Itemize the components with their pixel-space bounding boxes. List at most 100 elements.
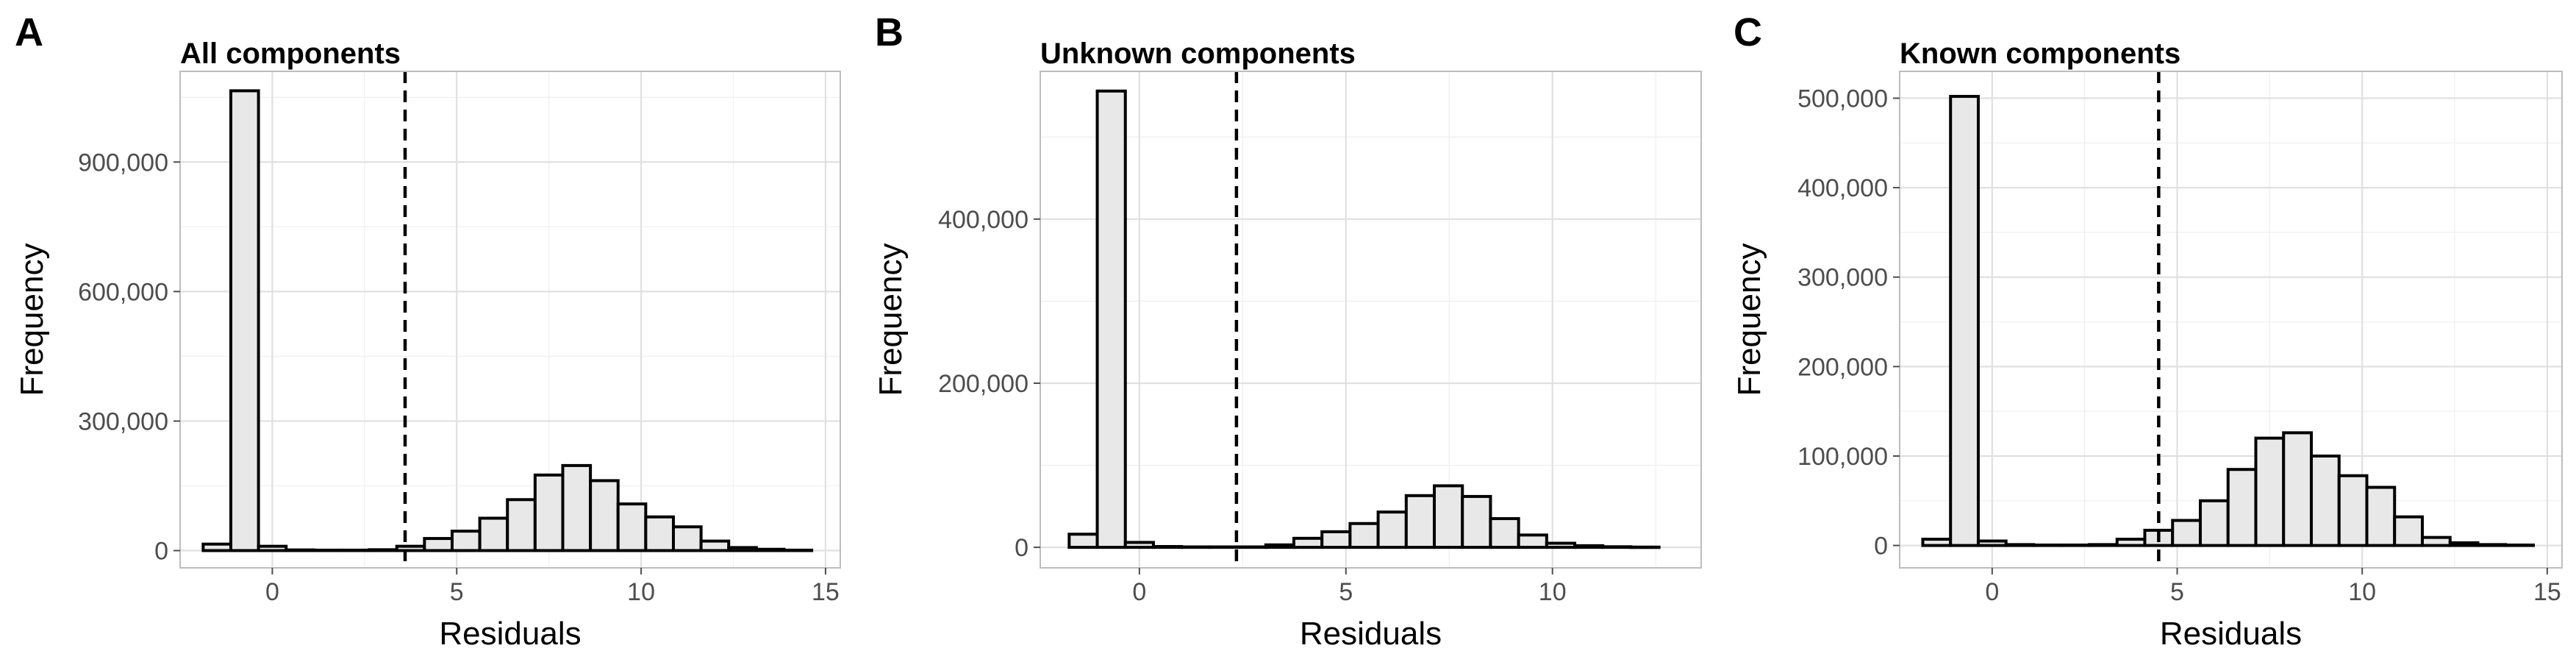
histogram-bar (340, 548, 371, 552)
y-tick-label: 100,000 (1797, 443, 1888, 471)
y-tick-label: 0 (1874, 533, 1888, 560)
plot-frame (1899, 71, 2563, 569)
histogram-bar (1461, 494, 1492, 549)
histogram-bar (2198, 499, 2230, 547)
histogram-bar (285, 548, 315, 552)
histogram-bar (1180, 545, 1212, 549)
histogram-bar (533, 473, 565, 552)
panel-c: C Known components 0 5 10 15 0 100,000 200,000… (1717, 0, 2576, 662)
histogram-bar (1376, 510, 1408, 549)
x-axis-title: Residuals (2160, 616, 2302, 652)
histogram-bar (727, 546, 758, 552)
histogram-bar (1545, 541, 1577, 549)
histogram-bar (1095, 89, 1127, 549)
histogram-bar (506, 498, 537, 552)
x-tick-label: 10 (1539, 578, 1567, 606)
y-tick-label: 0 (154, 538, 168, 566)
x-tick-label: 5 (450, 578, 464, 606)
chart-title: Unknown components (1040, 38, 1356, 70)
histogram-bar (1067, 533, 1099, 549)
histogram-bar (1517, 533, 1548, 549)
plot-area (1899, 71, 2563, 569)
y-tick-label: 300,000 (78, 407, 168, 435)
histogram-bar (2060, 543, 2091, 547)
histogram-bar (671, 525, 703, 552)
histogram-bar (2420, 535, 2452, 547)
x-tick-label: 0 (1132, 578, 1146, 606)
panel-label: B (875, 10, 904, 54)
histogram-bar (312, 548, 343, 552)
histogram-bar (2226, 468, 2258, 547)
histogram-bar (229, 89, 260, 552)
histogram-bar (395, 544, 426, 552)
histogram-bar (2087, 543, 2119, 547)
histogram-bar (1629, 545, 1661, 549)
y-tick-label: 300,000 (1797, 264, 1888, 292)
histogram-bar (2365, 485, 2397, 547)
histogram-bar (2254, 436, 2286, 547)
histogram-bar (478, 516, 509, 552)
panel-b: B Unknown components 0 5 10 0 200,000 400,000… (859, 0, 1717, 662)
y-axis-title: Frequency (1731, 243, 1767, 396)
histogram-bar (1433, 484, 1464, 549)
plot-frame (1040, 71, 1702, 569)
y-axis-title: Frequency (873, 243, 909, 396)
histogram-bar (423, 537, 454, 552)
plot-area (179, 71, 841, 569)
x-axis-title: Residuals (439, 616, 581, 652)
y-tick-label: 200,000 (1797, 353, 1888, 381)
y-tick-label: 0 (1015, 534, 1028, 562)
histogram-bar (1292, 536, 1324, 549)
histogram-bar (2448, 541, 2480, 547)
histogram-bar (2309, 454, 2341, 547)
histogram-bar (782, 548, 814, 552)
x-tick-label: 10 (2348, 578, 2376, 606)
histogram-bar (644, 515, 675, 552)
histogram-bar (450, 530, 482, 552)
histogram-all-components: A All components 0 5 10 15 0 300,000 600,000 90… (14, 10, 841, 652)
x-axis-title: Residuals (1300, 616, 1442, 652)
histogram-bar (2476, 543, 2508, 547)
plot-area (1040, 71, 1702, 569)
x-tick-label: 15 (2533, 578, 2561, 606)
histogram-bar (589, 479, 620, 552)
x-tick-label: 0 (1985, 578, 1999, 606)
y-tick-label: 600,000 (78, 278, 168, 306)
histogram-bar (1348, 522, 1380, 549)
histogram-bar (1236, 545, 1267, 549)
histogram-bar (2032, 543, 2064, 547)
histogram-bar (2004, 543, 2036, 547)
histogram-bar (1264, 543, 1295, 549)
x-tick-label: 5 (1339, 578, 1353, 606)
histogram-bar (201, 542, 232, 552)
chart-title: All components (180, 38, 401, 70)
histogram-bar (368, 548, 398, 552)
histogram-bar (1208, 545, 1239, 549)
histogram-bar (2504, 543, 2535, 547)
histogram-bar (2171, 519, 2202, 547)
histogram-bar (2337, 474, 2369, 547)
histogram-unknown-components: B Unknown components 0 5 10 0 200,000 400,000… (873, 10, 1702, 652)
histogram-bar (754, 547, 786, 552)
histogram-bar (2115, 538, 2147, 547)
histogram-bar (699, 539, 731, 552)
x-tick-label: 15 (812, 578, 840, 606)
y-tick-label: 900,000 (78, 149, 168, 177)
histogram-bar (2393, 515, 2424, 547)
histogram-bar (1404, 494, 1437, 549)
histogram-bar (1489, 517, 1520, 549)
histogram-bar (561, 463, 593, 552)
y-tick-label: 500,000 (1797, 85, 1888, 113)
y-tick-label: 400,000 (938, 206, 1028, 234)
panel-label: C (1734, 10, 1762, 54)
chart-title: Known components (1900, 38, 2180, 70)
histogram-bar (2282, 431, 2313, 547)
histogram-bar (1921, 538, 1953, 547)
histogram-bar (1123, 541, 1155, 549)
histogram-bar (1573, 544, 1605, 549)
histogram-bar (1949, 95, 1980, 547)
histogram-bar (616, 502, 648, 552)
panel-a: A All components 0 5 10 15 0 300,000 600,000 90… (0, 0, 859, 662)
x-tick-label: 5 (2170, 578, 2184, 606)
histogram-known-components: C Known components 0 5 10 15 0 100,000 200,000… (1731, 10, 2563, 652)
